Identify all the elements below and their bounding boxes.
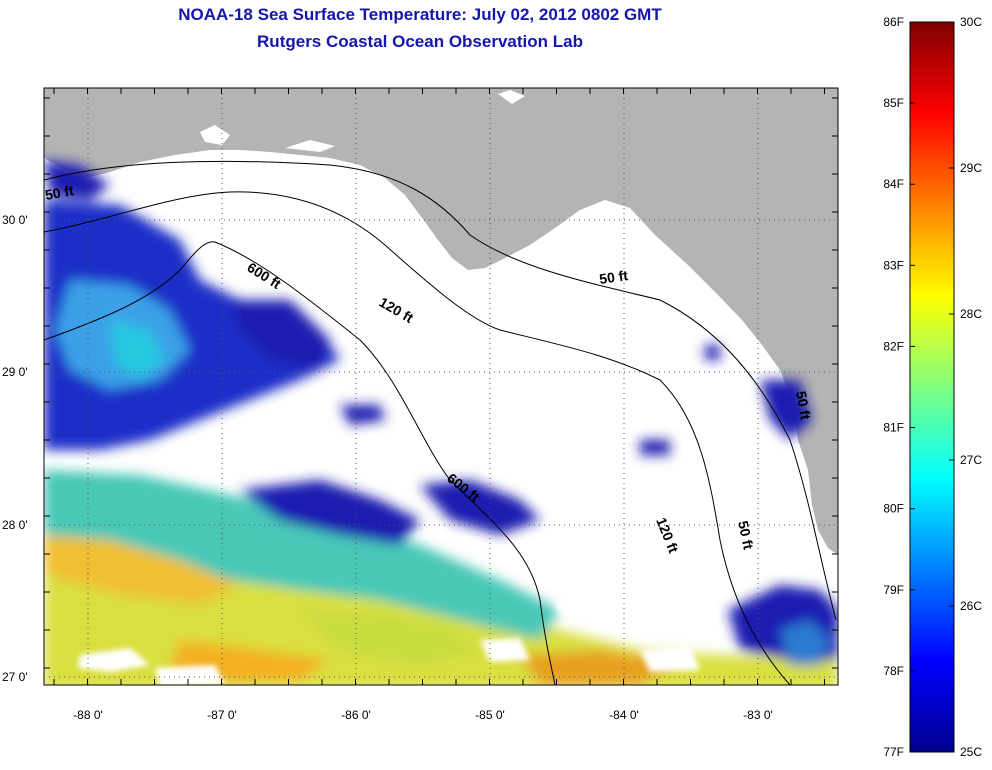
colorbar [909,21,955,753]
colorbar-label-fahrenheit: 79F [883,583,904,597]
map-frame [43,87,839,686]
bay-inlet [200,125,230,145]
map-title: NOAA-18 Sea Surface Temperature: July 02… [178,5,662,24]
bay-inlet [285,140,335,152]
lon-label: -83 0' [743,708,773,722]
isobath-label: 50 ft [598,267,629,287]
colorbar-label-celsius: 28C [960,307,982,321]
colorbar-label-fahrenheit: 86F [883,15,904,29]
isobath-label: 50 ft [793,390,814,421]
isobath-lines [44,160,837,685]
colorbar-label-celsius: 30C [960,15,982,29]
colorbar-label-fahrenheit: 81F [883,421,904,435]
lat-label: 28 0' [2,518,28,532]
isobath-label: 50 ft [735,519,757,551]
lake [498,90,525,104]
lon-label: -86 0' [341,708,371,722]
colorbar-label-fahrenheit: 84F [883,177,904,191]
colorbar-label-celsius: 26C [960,599,982,613]
lat-label: 27 0' [2,670,28,684]
colorbar-label-fahrenheit: 82F [883,339,904,353]
colorbar-label-fahrenheit: 83F [883,258,904,272]
lat-label: 30 0' [2,213,28,227]
colorbar-label-celsius: 29C [960,161,982,175]
lat-label: 29 0' [2,365,28,379]
isobath-label: 50 ft [44,182,75,203]
colorbar-label-celsius: 25C [960,745,982,759]
colorbar-label-fahrenheit: 80F [883,502,904,516]
cloud-mask [78,595,700,685]
map-subtitle: Rutgers Coastal Ocean Observation Lab [257,32,583,51]
colorbar-label-celsius: 27C [960,453,982,467]
lon-label: -84 0' [609,708,639,722]
colorbar-label-fahrenheit: 78F [883,664,904,678]
land-mass [44,88,838,555]
lon-label: -88 0' [73,708,103,722]
lon-label: -85 0' [475,708,505,722]
lon-label: -87 0' [207,708,237,722]
colorbar-label-fahrenheit: 77F [883,745,904,759]
colorbar-label-fahrenheit: 85F [883,96,904,110]
sst-imagery [44,160,838,685]
